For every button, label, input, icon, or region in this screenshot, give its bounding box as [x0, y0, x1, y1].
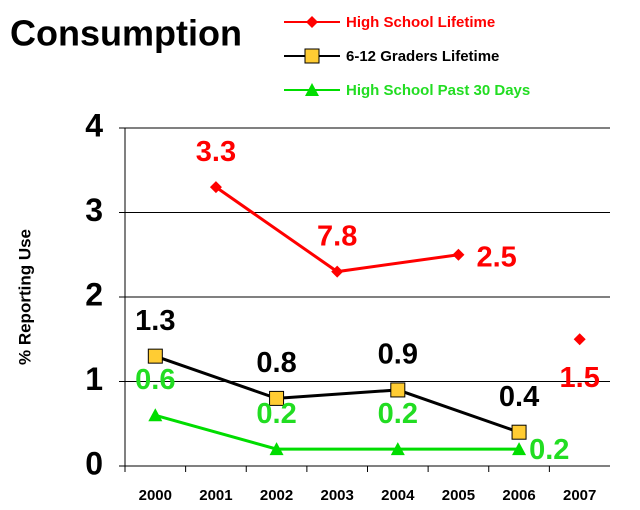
x-tick-label: 2001: [199, 487, 232, 504]
data-label: 0.8: [256, 347, 296, 379]
y-tick-label: 0: [85, 445, 103, 481]
legend-marker: [304, 48, 320, 64]
point-marker: [269, 390, 285, 406]
x-tick-label: 2003: [321, 487, 354, 504]
series-line: [154, 413, 520, 451]
point-marker: [269, 442, 284, 456]
annotation: 7.8: [317, 220, 357, 252]
data-label: 0.4: [499, 381, 539, 413]
y-axis-label: % Reporting Use: [15, 229, 34, 365]
x-tick-label: 2007: [563, 487, 596, 504]
point-marker: [452, 248, 465, 261]
point-marker: [147, 348, 163, 364]
legend-marker: [306, 16, 318, 28]
data-label: 0.6: [135, 364, 175, 396]
legend-label: High School Past 30 Days: [346, 82, 530, 99]
point-marker: [511, 424, 527, 440]
point-marker: [512, 442, 527, 456]
point-marker: [573, 333, 586, 346]
y-tick-label: 1: [85, 361, 103, 397]
y-tick-label: 4: [85, 107, 103, 143]
data-label: 1.5: [560, 362, 600, 394]
point-marker: [209, 181, 222, 194]
x-tick-label: 2000: [139, 487, 172, 504]
legend-label: High School Lifetime: [346, 14, 495, 31]
point-marker: [390, 382, 406, 398]
x-tick-label: 2002: [260, 487, 293, 504]
data-label: 2.5: [476, 241, 516, 273]
data-label: 0.2: [529, 434, 569, 466]
x-tick-label: 2006: [502, 487, 535, 504]
chart-title: Consumption: [10, 13, 242, 54]
data-label: 0.9: [378, 339, 418, 371]
data-label: 3.3: [196, 136, 236, 168]
data-label: 0.2: [256, 398, 296, 430]
data-label: 1.3: [135, 305, 175, 337]
series-line: [154, 354, 520, 434]
y-tick-label: 3: [85, 192, 103, 228]
point-marker: [331, 265, 344, 278]
x-tick-label: 2004: [381, 487, 415, 504]
legend-label: 6-12 Graders Lifetime: [346, 48, 499, 65]
legend-marker: [305, 83, 319, 96]
point-marker: [148, 408, 163, 422]
y-tick-label: 2: [85, 276, 103, 312]
data-label: 0.2: [378, 398, 418, 430]
point-marker: [390, 442, 405, 456]
x-tick-label: 2005: [442, 487, 475, 504]
